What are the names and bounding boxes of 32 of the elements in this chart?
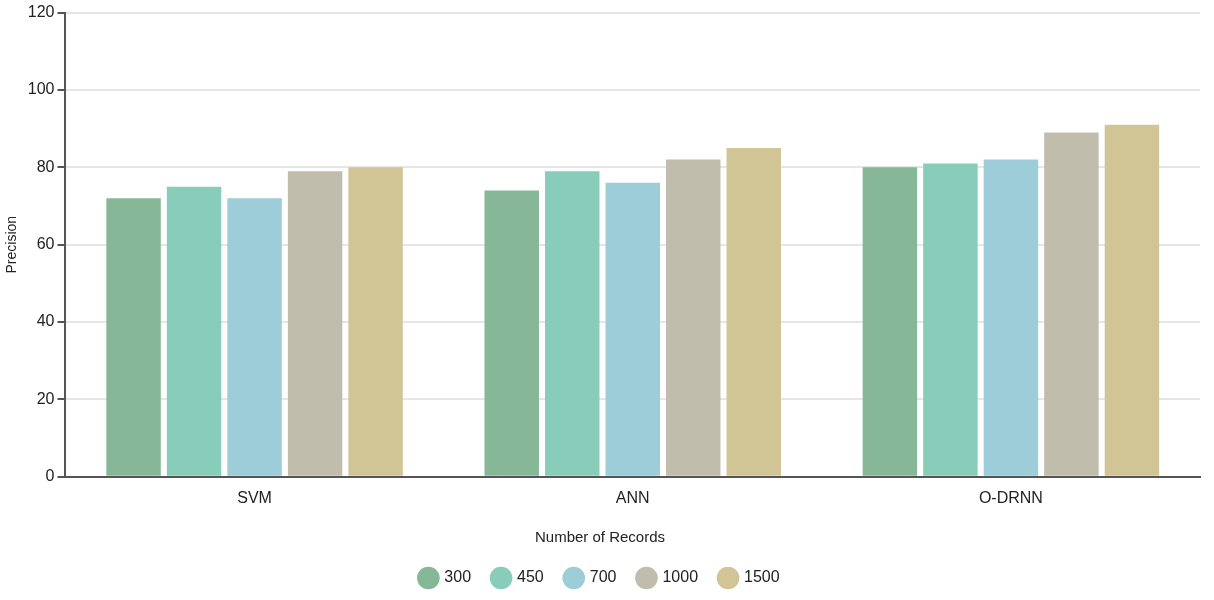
legend-label: 1000 [662, 568, 699, 586]
x-tick-label: ANN [615, 488, 650, 506]
y-tick-label: 120 [27, 3, 55, 21]
bar [605, 182, 660, 476]
bar [106, 198, 161, 476]
y-tick-label: 60 [36, 235, 55, 253]
legend-label: 300 [444, 568, 472, 586]
legend-label: 1500 [744, 568, 780, 586]
y-axis-title: Precision [3, 215, 20, 274]
bar [983, 159, 1039, 476]
y-tick-label: 80 [36, 157, 55, 175]
bar [545, 171, 600, 476]
bar [923, 163, 978, 476]
bar [287, 171, 343, 476]
y-tick-label: 100 [27, 80, 55, 98]
bar [484, 190, 539, 476]
y-tick-label: 20 [36, 389, 55, 407]
x-tick-label: SVM [237, 488, 272, 506]
bar [1104, 124, 1160, 476]
bar [227, 198, 282, 476]
y-tick-label: 0 [45, 467, 55, 485]
bar [348, 167, 403, 476]
legend-title: Number of Records [534, 527, 666, 545]
bar [1044, 132, 1099, 476]
bar [726, 147, 781, 476]
bar [862, 167, 918, 476]
legend-label: 700 [589, 568, 617, 586]
legend-label: 450 [517, 568, 544, 586]
x-tick-label: O-DRNN [978, 488, 1043, 506]
y-tick-label: 40 [36, 312, 55, 330]
bar [166, 186, 222, 476]
bar [666, 159, 721, 476]
